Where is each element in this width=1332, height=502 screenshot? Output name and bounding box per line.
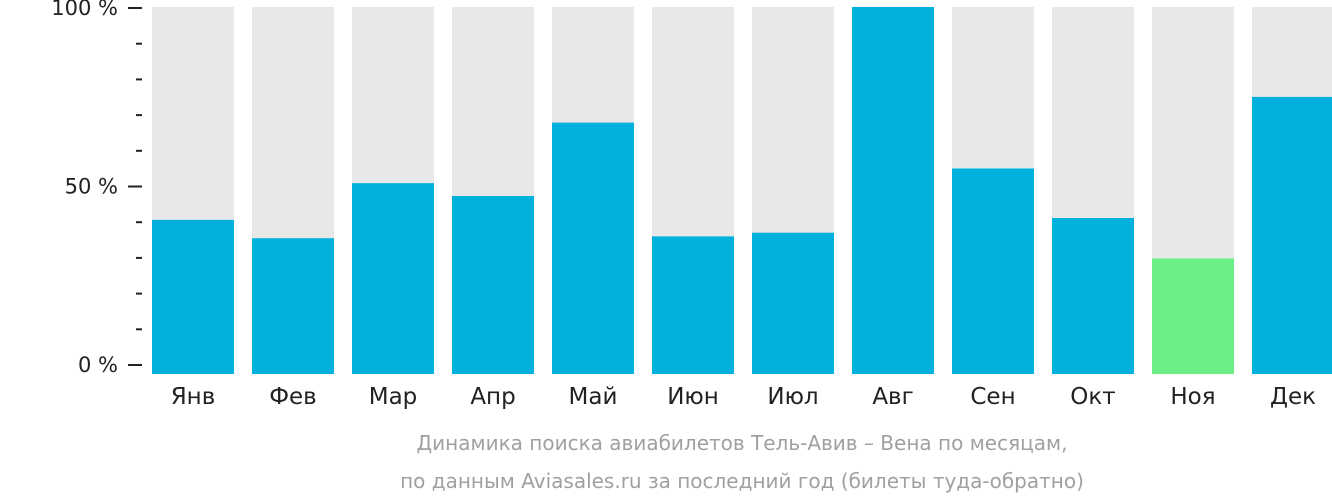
y-tick-label: 50 % <box>65 175 118 199</box>
x-tick-label: Окт <box>1070 384 1115 410</box>
bar-3 <box>352 183 434 374</box>
bar-6 <box>652 236 734 374</box>
bar-2 <box>252 238 334 374</box>
bar-9 <box>952 168 1034 374</box>
x-tick-label: Апр <box>470 384 515 410</box>
x-tick-label: Авг <box>872 384 913 410</box>
x-tick-label: Дек <box>1270 384 1316 410</box>
bar-7 <box>752 232 834 374</box>
bar-11 <box>1152 258 1234 374</box>
chart-caption: Динамика поиска авиабилетов Тель-Авив – … <box>400 431 1084 493</box>
bar-1 <box>152 219 234 374</box>
x-axis-labels: Янв Фев Мар Апр Май Июн Июл Авг Сен Окт Ноя Дек <box>171 384 1316 410</box>
caption-line-2: по данным Aviasales.ru за последний год … <box>400 469 1084 493</box>
y-tick-label: 100 % <box>51 0 118 20</box>
x-tick-label: Ноя <box>1170 384 1215 410</box>
x-tick-label: Фев <box>269 384 317 410</box>
x-tick-label: Июл <box>767 384 818 410</box>
bar-10 <box>1052 218 1134 374</box>
x-tick-label: Янв <box>171 384 216 410</box>
x-tick-label: Мар <box>369 384 418 410</box>
x-tick-label: Сен <box>970 384 1015 410</box>
caption-line-1: Динамика поиска авиабилетов Тель-Авив – … <box>417 431 1068 455</box>
y-axis: 100 % 50 % 0 % <box>51 0 142 377</box>
y-tick-label: 0 % <box>78 353 118 377</box>
bar-8 <box>852 7 934 374</box>
x-tick-label: Июн <box>667 384 719 410</box>
bars <box>152 7 1332 374</box>
x-tick-label: Май <box>569 384 618 410</box>
bar-12 <box>1252 96 1332 374</box>
bar-5 <box>552 122 634 374</box>
bar-4 <box>452 196 534 374</box>
